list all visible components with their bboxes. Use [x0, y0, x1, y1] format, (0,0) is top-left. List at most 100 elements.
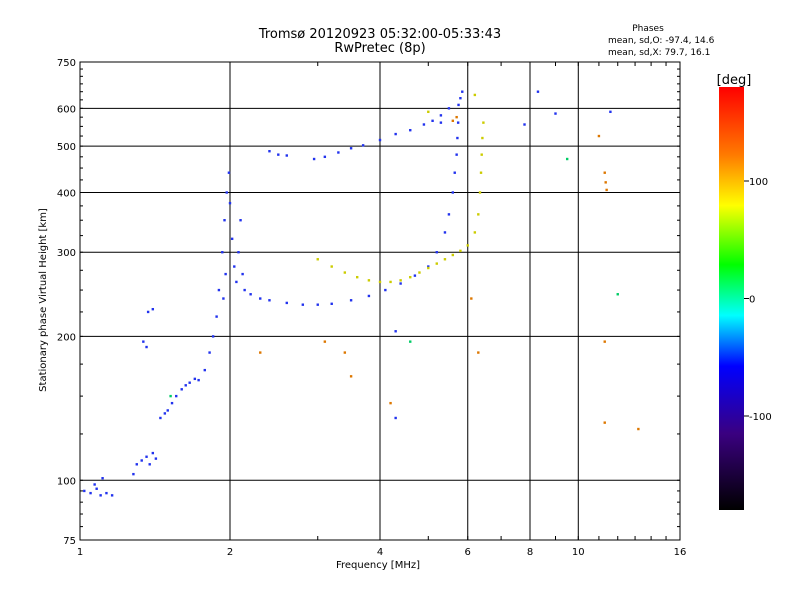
data-point [435, 262, 438, 265]
data-point [89, 491, 92, 495]
data-point [343, 351, 347, 354]
data-point [132, 472, 135, 476]
data-point [163, 412, 167, 415]
data-point [603, 421, 606, 424]
data-point [459, 249, 462, 253]
y-axis-label: Stationary phase Virtual Height [km] [38, 208, 49, 392]
data-point [224, 272, 227, 276]
data-point [389, 280, 392, 284]
data-point [409, 340, 412, 343]
data-point [399, 282, 402, 285]
data-point [277, 153, 280, 156]
data-point [443, 231, 447, 234]
y-tick-label: 600 [57, 104, 76, 115]
data-point [536, 90, 540, 93]
data-point [225, 191, 228, 194]
data-point [215, 315, 218, 318]
data-point [145, 455, 148, 458]
data-point [197, 378, 200, 382]
data-point [427, 265, 430, 268]
data-point [605, 188, 608, 192]
data-point [154, 457, 158, 460]
data-point [227, 171, 231, 174]
data-point [367, 294, 371, 298]
x-tick-label: 10 [572, 547, 585, 558]
data-point [211, 335, 215, 338]
data-point [151, 451, 155, 455]
data-point [473, 231, 477, 234]
data-point [237, 251, 240, 254]
colorbar-label: [deg] [717, 73, 752, 88]
data-point [604, 181, 607, 184]
x-tick-label: 6 [465, 547, 471, 558]
data-point [447, 107, 451, 110]
data-point [435, 251, 438, 254]
data-point [457, 103, 460, 107]
data-point [243, 288, 246, 292]
data-point [554, 112, 557, 115]
data-point [431, 119, 434, 123]
data-point [151, 307, 155, 311]
data-point [268, 299, 271, 302]
chart-title: Tromsø 20120923 05:32:00-05:33:43 [258, 27, 501, 42]
y-tick-label: 300 [57, 248, 76, 259]
data-point [523, 123, 526, 126]
data-point [477, 213, 480, 216]
data-point [188, 381, 191, 384]
data-point [259, 297, 262, 300]
data-point [101, 477, 104, 480]
chart-subtitle: RwPretec (8p) [334, 41, 425, 56]
data-point [447, 213, 451, 216]
data-point [330, 302, 333, 305]
data-point [480, 153, 483, 156]
data-point [135, 463, 138, 466]
data-point [349, 299, 353, 302]
y-tick-label: 400 [57, 188, 76, 199]
data-point [217, 288, 221, 292]
data-point [603, 340, 606, 343]
data-point [349, 147, 353, 150]
data-point [228, 201, 232, 205]
data-point [285, 301, 288, 305]
data-point [477, 351, 480, 354]
x-tick-label: 8 [527, 547, 533, 558]
data-point [378, 138, 382, 142]
y-tick-label: 100 [57, 476, 76, 487]
data-point [337, 151, 340, 154]
data-point [443, 258, 447, 261]
data-point [456, 121, 460, 124]
data-point [180, 388, 183, 391]
data-point [478, 191, 482, 194]
data-point [399, 279, 402, 282]
data-point [361, 144, 365, 147]
data-point [439, 121, 443, 124]
data-point [285, 154, 288, 157]
data-point [418, 271, 421, 274]
data-point [378, 280, 382, 284]
colorbar [719, 87, 744, 510]
y-tick-label: 75 [63, 536, 76, 547]
data-point [169, 394, 172, 398]
data-point [175, 394, 178, 398]
y-tick-label: 200 [57, 332, 76, 343]
data-point [470, 297, 473, 300]
data-point [95, 487, 98, 490]
data-point [349, 375, 353, 378]
data-point [140, 459, 143, 462]
data-point [413, 274, 417, 277]
x-axis-label: Frequency [MHz] [336, 560, 420, 571]
data-point [422, 123, 426, 126]
y-tick-label: 750 [57, 58, 76, 69]
data-point [316, 258, 319, 261]
x-axis-ticks: 1 2 4 6 8 10 16 [77, 62, 686, 558]
data-point [427, 110, 430, 114]
data-point [389, 401, 392, 405]
x-tick-label: 2 [227, 547, 233, 558]
data-point [301, 303, 305, 306]
grid-lines [80, 62, 680, 540]
data-point [93, 483, 96, 486]
colorbar-tick-label: -100 [749, 412, 772, 423]
data-point [565, 157, 569, 161]
data-point [105, 491, 108, 495]
y-tick-label: 500 [57, 142, 76, 153]
